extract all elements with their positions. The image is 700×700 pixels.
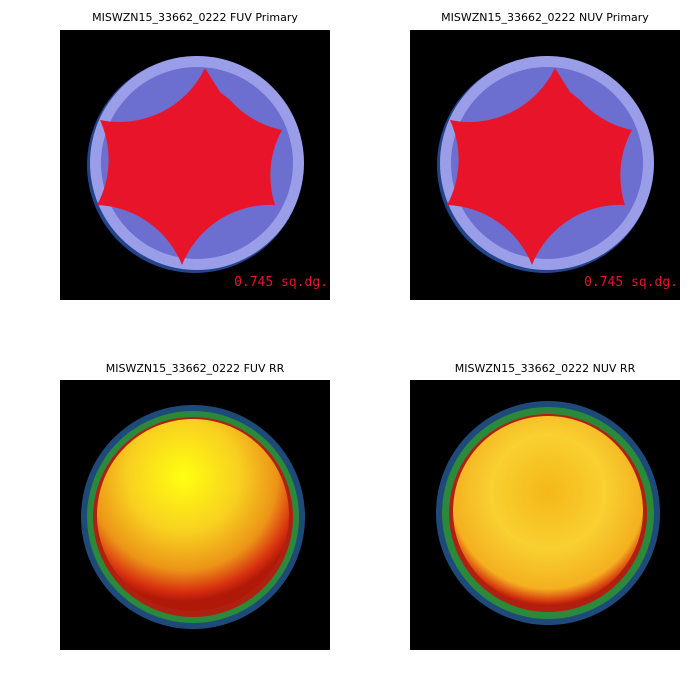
- panel-title: MISWZN15_33662_0222 FUV Primary: [92, 11, 298, 24]
- nuv-primary-image: [410, 30, 680, 300]
- area-label: 0.745 sq.dg.: [234, 275, 328, 290]
- panel-title: MISWZN15_33662_0222 FUV RR: [106, 362, 285, 375]
- panel-title: MISWZN15_33662_0222 NUV Primary: [441, 11, 649, 24]
- area-label: 0.745 sq.dg.: [584, 275, 678, 290]
- fuv-primary-image: [60, 30, 330, 300]
- nuv-rr-image: [410, 380, 680, 650]
- panel-title: MISWZN15_33662_0222 NUV RR: [455, 362, 636, 375]
- fuv-rr-image: [60, 380, 330, 650]
